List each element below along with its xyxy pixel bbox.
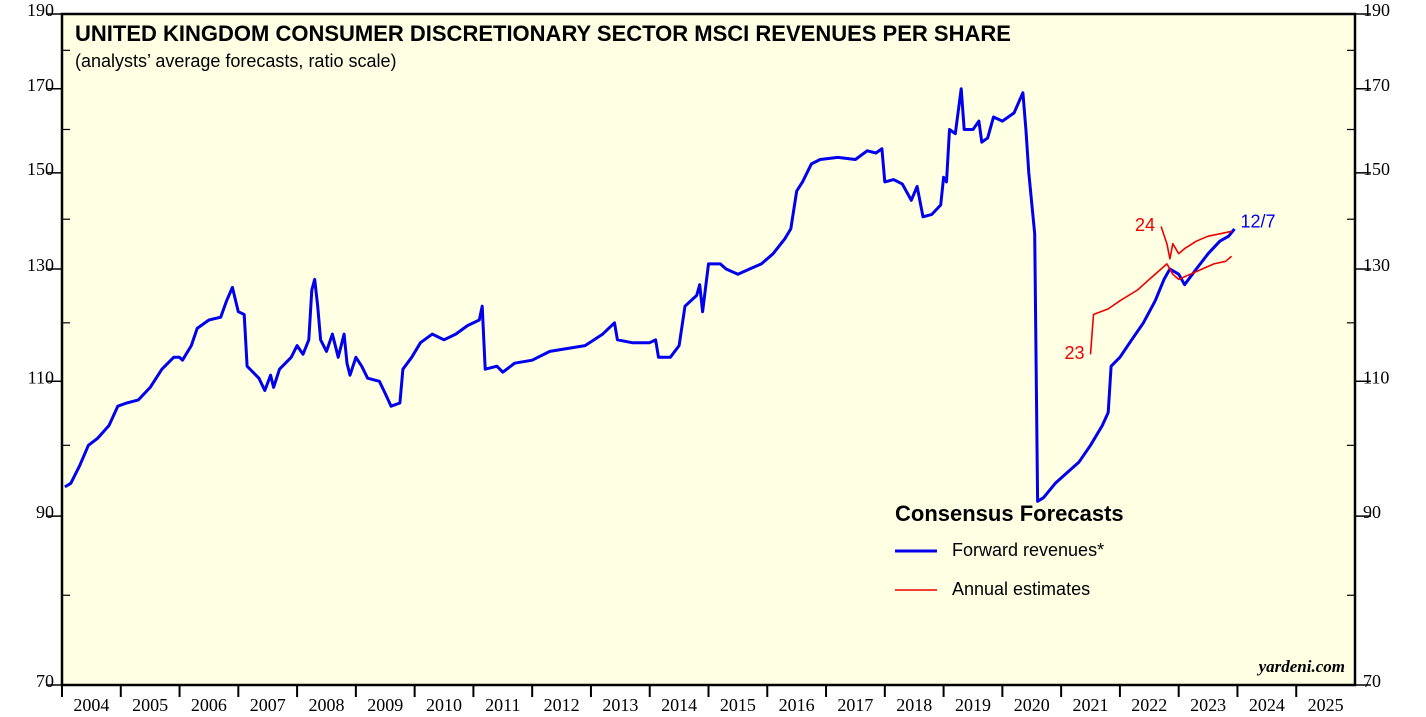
x-tick-label: 2008	[308, 695, 344, 715]
series-line	[1089, 255, 1233, 355]
x-tick-label: 2005	[132, 695, 168, 715]
x-tick-label: 2019	[955, 695, 991, 715]
x-tick-label: 2009	[367, 695, 403, 715]
x-tick-label: 2022	[1131, 695, 1167, 715]
x-tick-label: 2012	[544, 695, 580, 715]
series-label: 12/7	[1241, 212, 1276, 232]
x-tick-label: 2025	[1308, 695, 1344, 715]
y2-tick-label: 110	[1363, 367, 1389, 387]
y-tick-label: 190	[27, 0, 54, 20]
x-tick-label: 2017	[837, 695, 873, 715]
plot-area	[60, 12, 1357, 687]
x-tick-label: 2004	[73, 695, 109, 715]
legend-title: Consensus Forecasts	[895, 501, 1124, 526]
source: yardeni.com	[1257, 657, 1345, 676]
series-label: 24	[1135, 215, 1155, 235]
x-tick-label: 2011	[485, 695, 520, 715]
x-tick-label: 2023	[1190, 695, 1226, 715]
x-tick-label: 2018	[896, 695, 932, 715]
x-tick-label: 2020	[1014, 695, 1050, 715]
x-tick-label: 2021	[1073, 695, 1109, 715]
series-line	[64, 87, 1236, 503]
series-line	[1160, 226, 1232, 260]
y-tick-label: 70	[36, 671, 54, 691]
y-tick-label: 170	[27, 75, 54, 95]
x-tick-label: 2006	[191, 695, 227, 715]
y-tick-label: 150	[27, 159, 54, 179]
y2-tick-label: 170	[1363, 75, 1390, 95]
y-tick-label: 110	[28, 367, 54, 387]
chart-title: UNITED KINGDOM CONSUMER DISCRETIONARY SE…	[75, 21, 1011, 46]
x-tick-label: 2024	[1249, 695, 1285, 715]
x-tick-label: 2016	[779, 695, 815, 715]
y2-tick-label: 70	[1363, 671, 1381, 691]
y2-tick-label: 190	[1363, 0, 1390, 20]
x-tick-label: 2015	[720, 695, 756, 715]
y2-tick-label: 130	[1363, 255, 1390, 275]
x-tick-label: 2010	[426, 695, 462, 715]
x-tick-label: 2007	[250, 695, 286, 715]
y-tick-label: 90	[36, 502, 54, 522]
y-tick-label: 130	[27, 255, 54, 275]
x-tick-label: 2014	[661, 695, 697, 715]
y2-tick-label: 150	[1363, 159, 1390, 179]
legend-label: Forward revenues*	[952, 540, 1104, 560]
y2-tick-label: 90	[1363, 502, 1381, 522]
legend-label: Annual estimates	[952, 579, 1090, 599]
x-tick-label: 2013	[602, 695, 638, 715]
series-label: 23	[1064, 343, 1084, 363]
chart-subtitle: (analysts’ average forecasts, ratio scal…	[75, 51, 396, 71]
